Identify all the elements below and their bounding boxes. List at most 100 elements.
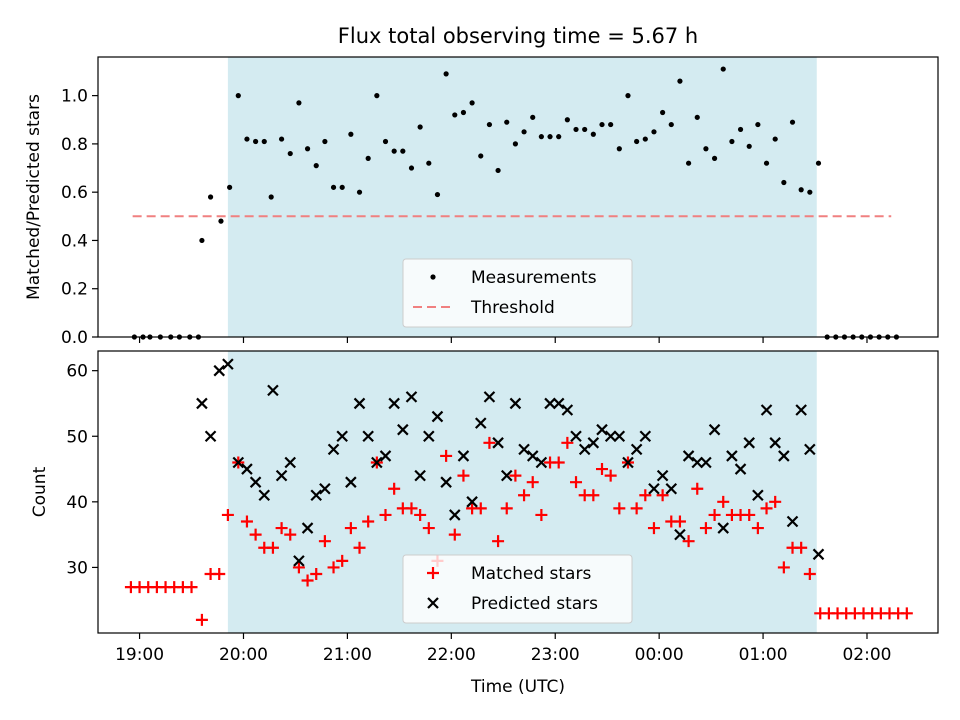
measurement-point xyxy=(737,126,744,133)
predicted-star-point xyxy=(500,469,513,482)
measurement-point xyxy=(400,148,406,154)
matched-star-point xyxy=(185,581,198,594)
matched-star-point xyxy=(751,522,764,535)
measurement-point xyxy=(651,129,657,135)
x-tick-label: 22:00 xyxy=(427,645,476,665)
measurement-point xyxy=(530,114,536,120)
predicted-star-point xyxy=(275,469,288,482)
predicted-star-point xyxy=(301,522,314,534)
matched-star-point xyxy=(900,607,913,620)
matched-star-point xyxy=(336,554,349,567)
measurement-point xyxy=(625,93,631,99)
measurement-point xyxy=(287,150,293,157)
measurement-point xyxy=(443,71,449,77)
matched-star-point xyxy=(310,567,323,580)
predicted-star-point xyxy=(196,397,208,410)
matched-star-point xyxy=(318,535,331,548)
measurement-point xyxy=(772,136,778,142)
matched-star-point xyxy=(699,522,712,535)
predicted-star-point xyxy=(518,443,530,456)
predicted-star-point xyxy=(336,430,348,443)
measurement-point xyxy=(685,160,692,166)
predicted-star-point xyxy=(552,397,565,410)
matched-star-point xyxy=(570,476,583,489)
predicted-star-point xyxy=(267,384,279,397)
predicted-star-point xyxy=(613,430,626,443)
bottom-y-axis-label: Count xyxy=(30,466,50,517)
matched-star-point xyxy=(596,463,608,476)
top-plot-frame xyxy=(97,56,939,338)
predicted-star-point xyxy=(682,450,695,462)
predicted-star-point xyxy=(353,397,366,410)
x-axis-label: Time (UTC) xyxy=(470,677,565,697)
legend-threshold-label: Threshold xyxy=(470,298,555,318)
bottom-legend-box xyxy=(402,554,633,624)
matched-star-point xyxy=(717,495,730,508)
matched-star-point xyxy=(379,508,392,521)
matched-star-point xyxy=(292,561,305,574)
predicted-star-point xyxy=(700,456,712,469)
predicted-star-point xyxy=(457,450,470,462)
matched-star-point xyxy=(221,508,234,521)
chart-title: Flux total observing time = 5.67 h xyxy=(338,24,698,48)
y-tick-label: 30 xyxy=(66,558,88,578)
predicted-star-point xyxy=(440,476,452,488)
matched-star-point xyxy=(777,561,790,574)
measurement-point xyxy=(720,66,726,72)
y-tick-label: 1.0 xyxy=(61,87,88,107)
y-tick-label: 40 xyxy=(66,493,88,513)
y-tick-label: 0.0 xyxy=(61,328,88,348)
measurement-point xyxy=(798,187,804,193)
predicted-star-point xyxy=(656,469,669,482)
measurement-point xyxy=(304,146,311,152)
measurement-point xyxy=(382,138,389,145)
predicted-star-point xyxy=(535,456,548,469)
predicted-star-point xyxy=(708,423,721,436)
matched-star-point xyxy=(284,528,297,541)
measurement-point xyxy=(486,121,493,128)
matched-star-point xyxy=(388,482,401,495)
predicted-star-point xyxy=(249,476,262,488)
y-tick-label: 0.8 xyxy=(61,135,88,155)
measurement-point xyxy=(677,78,683,84)
matched-star-point xyxy=(483,436,496,449)
measurement-point xyxy=(746,143,752,149)
measurement-point xyxy=(668,121,674,128)
matched-star-point xyxy=(457,469,470,482)
predicted-star-point xyxy=(665,482,678,495)
measurement-point xyxy=(339,184,345,190)
measurement-point xyxy=(460,109,467,116)
predicted-star-point xyxy=(587,437,600,449)
predicted-star-point xyxy=(474,417,487,429)
predicted-star-point xyxy=(371,456,383,469)
measurement-point xyxy=(469,100,475,106)
measurement-point xyxy=(703,146,709,152)
y-tick-label: 0.2 xyxy=(61,280,88,300)
matched-star-point xyxy=(500,502,513,515)
matched-star-point xyxy=(682,535,695,548)
predicted-star-point xyxy=(674,528,686,541)
legend-measurements-marker xyxy=(430,274,436,280)
measurement-point xyxy=(556,134,562,140)
predicted-star-point xyxy=(578,443,591,456)
matched-star-point xyxy=(249,528,262,541)
predicted-star-point xyxy=(717,522,730,534)
predicted-star-point xyxy=(423,430,435,443)
measurement-point xyxy=(268,194,274,200)
measurement-point xyxy=(426,160,432,166)
measurement-point xyxy=(391,148,397,154)
measurement-point xyxy=(504,119,510,125)
measurement-point xyxy=(538,134,544,140)
measurement-point xyxy=(521,129,527,135)
top-y-ticks: 0.0 0.2 0.4 0.6 0.8 1.0 xyxy=(61,87,98,348)
measurement-point xyxy=(789,119,796,125)
top-legend: Measurements Threshold xyxy=(402,258,633,328)
y-tick-label: 50 xyxy=(66,427,88,447)
measurement-point xyxy=(417,124,423,130)
measurement-point xyxy=(330,184,337,190)
predicted-star-point xyxy=(769,437,781,449)
legend-matched-marker xyxy=(427,567,439,579)
matched-star-point xyxy=(414,508,427,521)
predicted-star-point xyxy=(760,404,773,416)
